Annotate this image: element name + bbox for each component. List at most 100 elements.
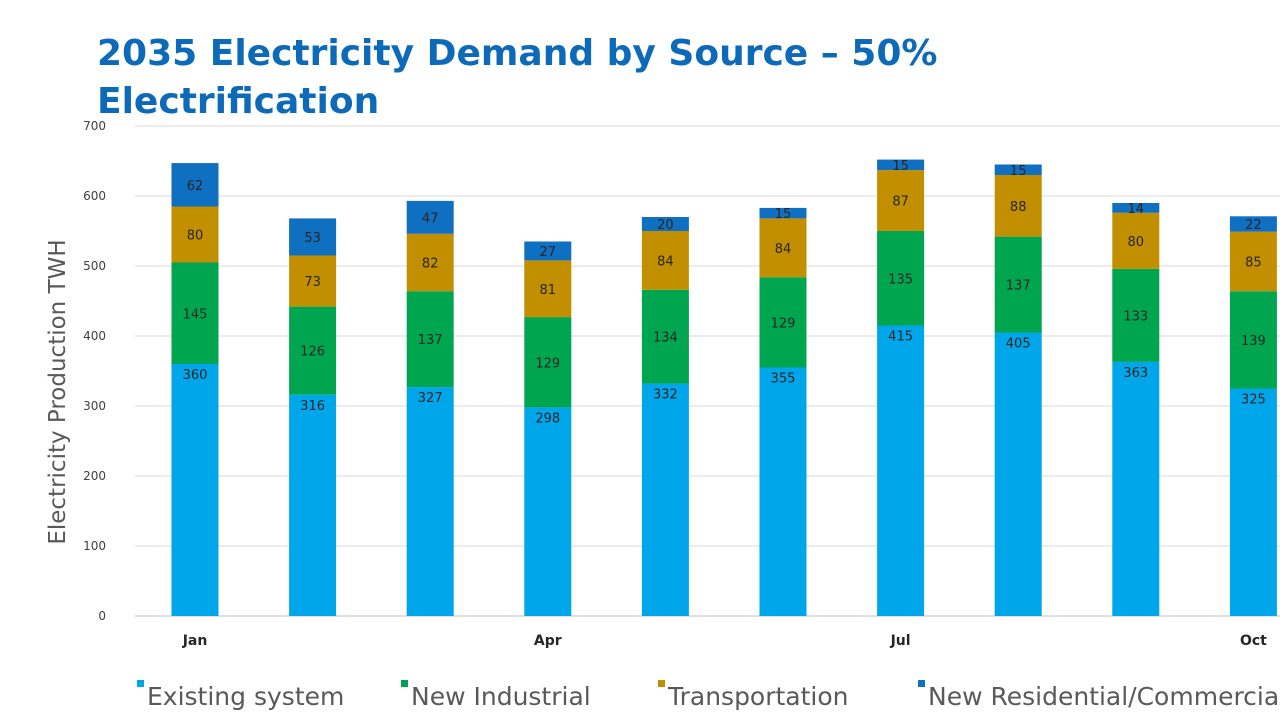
data-label: 22 — [1245, 218, 1262, 233]
y-tick-label: 700 — [83, 119, 106, 133]
bar-segment — [1229, 388, 1277, 616]
legend-label-new-industrial: New Industrial — [411, 682, 591, 711]
x-tick-label: Apr — [534, 633, 562, 649]
bar-segment — [994, 332, 1042, 616]
bar-segment — [171, 163, 219, 207]
legend-swatch-new-industrial — [401, 680, 408, 687]
y-tick-label: 100 — [83, 539, 106, 553]
data-label: 405 — [1006, 337, 1031, 352]
x-tick-label: Oct — [1240, 633, 1267, 649]
x-tick-label: Jul — [890, 633, 911, 649]
bar-segment — [289, 255, 337, 307]
data-label: 20 — [657, 218, 674, 233]
data-label: 139 — [1241, 334, 1266, 349]
y-tick-label: 200 — [83, 469, 106, 483]
data-label: 88 — [1010, 200, 1027, 215]
data-label: 85 — [1245, 255, 1262, 270]
bar-segment — [1229, 291, 1277, 389]
bar-segment — [289, 306, 337, 395]
y-tick-label: 400 — [83, 329, 106, 343]
data-label: 84 — [657, 254, 674, 269]
bar-segment — [524, 241, 572, 261]
y-tick-label: 300 — [83, 399, 106, 413]
x-axis-tick-labels: Jan Apr Jul Oct — [182, 633, 1267, 649]
bar-segment — [406, 291, 454, 388]
page-title: 2035 Electricity Demand by Source – 50% … — [97, 33, 938, 122]
data-label: 27 — [540, 245, 557, 260]
bar-segment — [641, 383, 689, 616]
data-label: 133 — [1123, 309, 1148, 324]
bar-segment — [759, 218, 807, 278]
bar-segment — [994, 175, 1042, 237]
data-label: 129 — [771, 316, 796, 331]
y-axis-tick-labels: 0 100 200 300 400 500 600 700 — [83, 119, 106, 623]
data-label: 137 — [418, 333, 443, 348]
data-label: 360 — [183, 368, 208, 383]
data-label: 355 — [771, 372, 796, 387]
data-label: 129 — [535, 356, 560, 371]
data-label: 15 — [1010, 164, 1027, 179]
bar-segment — [759, 277, 807, 368]
data-label: 80 — [1128, 235, 1145, 250]
bar-segment — [289, 218, 337, 256]
bars — [171, 159, 1277, 616]
data-label: 15 — [892, 159, 909, 174]
bar-segment — [406, 387, 454, 616]
bar-segment — [877, 231, 925, 326]
x-tick-label: Jan — [182, 633, 208, 649]
bar-segment — [994, 236, 1042, 333]
data-label: 80 — [187, 229, 204, 244]
bar-segment — [289, 394, 337, 616]
bar-segment — [1112, 268, 1160, 362]
data-label: 15 — [775, 207, 792, 222]
data-label: 14 — [1128, 202, 1145, 217]
bar-segment — [994, 164, 1042, 175]
bar-segment — [641, 231, 689, 290]
data-label: 47 — [422, 211, 439, 226]
data-label: 53 — [304, 231, 321, 246]
legend-label-new-residential-commercial: New Residential/Commercial — [928, 682, 1280, 711]
data-label: 332 — [653, 388, 678, 403]
data-label: 135 — [888, 272, 913, 287]
legend-swatch-new-residential-commercial — [918, 680, 925, 687]
y-tick-label: 0 — [98, 609, 106, 623]
data-label: 87 — [892, 195, 909, 210]
legend: Existing system New Industrial Transport… — [0, 678, 1280, 718]
data-label: 316 — [300, 399, 325, 414]
bar-segment — [406, 200, 454, 234]
bar-segment — [406, 233, 454, 292]
bar-segment — [641, 217, 689, 231]
bar-segment — [641, 289, 689, 384]
data-label: 137 — [1006, 279, 1031, 294]
bar-segment — [524, 407, 572, 616]
data-label: 327 — [418, 391, 443, 406]
data-label: 73 — [304, 275, 321, 290]
bar-segment — [1112, 203, 1160, 213]
y-tick-label: 600 — [83, 189, 106, 203]
data-label: 325 — [1241, 393, 1266, 408]
bar-segment — [877, 159, 925, 171]
data-label: 363 — [1123, 366, 1148, 381]
bar-segment — [1112, 361, 1160, 616]
data-label: 134 — [653, 331, 678, 346]
bar-segment — [759, 207, 807, 219]
y-tick-label: 500 — [83, 259, 106, 273]
data-label: 126 — [300, 345, 325, 360]
bar-segment — [759, 367, 807, 616]
bar-segment — [171, 262, 219, 364]
legend-label-transportation: Transportation — [668, 682, 849, 711]
bar-segment — [171, 364, 219, 616]
bar-segment — [1112, 212, 1160, 269]
data-label: 415 — [888, 330, 913, 345]
data-label: 81 — [540, 283, 557, 298]
bar-segment — [1229, 216, 1277, 232]
legend-label-existing-system: Existing system — [147, 682, 345, 711]
data-labels: 360 145 80 62 316 126 73 53 327 137 82 47 298 129 81 27… — [183, 159, 1266, 427]
bar-segment — [877, 170, 925, 231]
legend-swatch-existing-system — [137, 680, 144, 687]
bar-segment — [171, 206, 219, 263]
data-label: 298 — [535, 411, 560, 426]
data-label: 84 — [775, 242, 792, 257]
data-label: 62 — [187, 179, 204, 194]
